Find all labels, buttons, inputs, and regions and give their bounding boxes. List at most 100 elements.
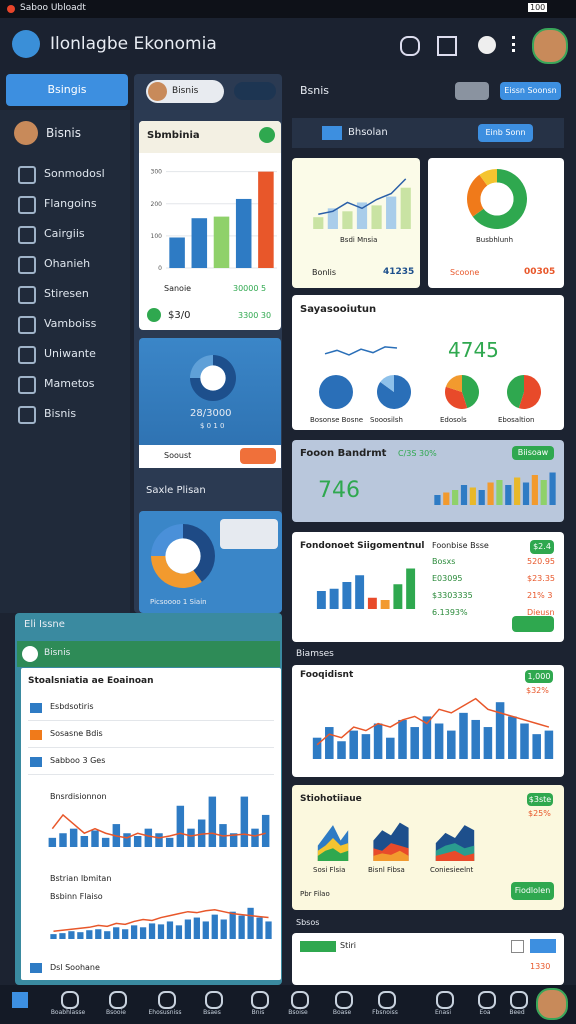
panel-button[interactable]: Einb Sonn bbox=[478, 124, 533, 142]
nav-icon[interactable] bbox=[436, 991, 454, 1009]
bar bbox=[220, 919, 227, 939]
combo-chart bbox=[312, 697, 554, 759]
menu-item[interactable]: Flangoins bbox=[44, 197, 97, 210]
area bbox=[373, 850, 409, 861]
card-button[interactable]: Biisoaw bbox=[512, 446, 554, 460]
bar bbox=[187, 828, 195, 847]
nav-icon[interactable] bbox=[478, 991, 496, 1009]
header-button[interactable]: Eissn Soonsn bbox=[500, 82, 561, 100]
menu-icon[interactable] bbox=[18, 316, 36, 334]
icon-menu[interactable] bbox=[512, 36, 519, 52]
list-icon bbox=[30, 703, 42, 713]
nav-avatar[interactable] bbox=[536, 988, 568, 1020]
menu-item[interactable]: Sonmodosl bbox=[44, 167, 105, 180]
menu-icon[interactable] bbox=[18, 376, 36, 394]
menu-item[interactable]: Vamboiss bbox=[44, 317, 97, 330]
caption: Bsdi Mnsia bbox=[340, 236, 378, 244]
bar bbox=[327, 208, 338, 229]
nav-label[interactable]: Boase bbox=[332, 1009, 352, 1016]
card-value: 00305 bbox=[524, 267, 556, 277]
bar bbox=[469, 487, 476, 505]
chip-toggle[interactable] bbox=[234, 82, 276, 100]
card-title: Stiri bbox=[340, 941, 356, 950]
stat-button[interactable] bbox=[240, 448, 276, 464]
battery: 100 bbox=[528, 3, 548, 12]
nav-label[interactable]: Eoa bbox=[479, 1009, 491, 1016]
sidebar-button[interactable]: Bsingis bbox=[6, 74, 128, 106]
nav-label[interactable]: Boabhlasse bbox=[50, 1009, 86, 1016]
bar bbox=[165, 837, 174, 847]
user-avatar bbox=[14, 121, 38, 145]
checkbox[interactable] bbox=[511, 940, 524, 953]
list-item[interactable]: Sabboo 3 Ges bbox=[50, 756, 106, 765]
menu-item[interactable]: Uniwante bbox=[44, 347, 96, 360]
list-item[interactable]: Sosasne Bdis bbox=[50, 729, 103, 738]
icon-refresh[interactable] bbox=[400, 36, 420, 56]
menu-icon[interactable] bbox=[18, 286, 36, 304]
menu-item[interactable]: Cairgiis bbox=[44, 227, 85, 240]
area bbox=[435, 850, 475, 861]
button[interactable] bbox=[530, 939, 556, 953]
menu-icon[interactable] bbox=[18, 346, 36, 364]
overlay-foot: Dsl Soohane bbox=[50, 963, 100, 972]
menu-item[interactable]: Ohanieh bbox=[44, 257, 91, 270]
nav-icon[interactable] bbox=[378, 991, 396, 1009]
nav-label[interactable]: Beed bbox=[509, 1009, 525, 1016]
line-chart bbox=[324, 346, 398, 356]
nav-icon[interactable] bbox=[61, 991, 79, 1009]
menu-icon[interactable] bbox=[18, 256, 36, 274]
nav-label[interactable]: Fbsnoiss bbox=[372, 1009, 398, 1016]
nav-icon[interactable] bbox=[12, 992, 28, 1008]
avatar[interactable] bbox=[532, 28, 568, 64]
bar bbox=[155, 833, 163, 847]
icon-home[interactable] bbox=[437, 36, 457, 56]
card-value: $32% bbox=[526, 686, 549, 695]
menu-item[interactable]: Stiresen bbox=[44, 287, 89, 300]
nav-label[interactable]: Bsaes bbox=[203, 1009, 221, 1016]
nav-icon[interactable] bbox=[510, 991, 528, 1009]
nav-icon[interactable] bbox=[109, 991, 127, 1009]
bar bbox=[197, 819, 206, 847]
nav-icon[interactable] bbox=[205, 991, 223, 1009]
combo-chart bbox=[50, 907, 272, 939]
card-button[interactable]: Fiodlolen bbox=[511, 882, 554, 900]
menu-icon[interactable] bbox=[18, 166, 36, 184]
bar bbox=[342, 211, 353, 229]
card bbox=[292, 933, 564, 985]
menu-icon[interactable] bbox=[18, 196, 36, 214]
nav-icon[interactable] bbox=[158, 991, 176, 1009]
icon-notify[interactable] bbox=[478, 36, 496, 54]
bar bbox=[313, 217, 324, 229]
pie-slice bbox=[319, 375, 353, 409]
menu-item[interactable]: Mametos bbox=[44, 377, 95, 390]
card-label: Scoone bbox=[450, 268, 480, 277]
bar bbox=[95, 929, 102, 939]
menu-icon[interactable] bbox=[18, 406, 36, 424]
menu-item[interactable]: Bisnis bbox=[44, 407, 77, 420]
card-value: 41235 bbox=[383, 267, 415, 277]
logo[interactable] bbox=[12, 30, 40, 58]
divider bbox=[28, 720, 274, 721]
area-label: Sosi Flsia bbox=[313, 866, 346, 874]
nav-label[interactable]: Ehosusniss bbox=[148, 1009, 182, 1016]
nav-label[interactable]: Enasi bbox=[434, 1009, 452, 1016]
bar bbox=[342, 582, 352, 609]
y-tick-label: 300 bbox=[151, 169, 163, 176]
nav-label[interactable]: Bnis bbox=[251, 1009, 265, 1016]
list-item[interactable]: Esbdsotiris bbox=[50, 702, 94, 711]
bar bbox=[505, 485, 512, 505]
nav-icon[interactable] bbox=[335, 991, 353, 1009]
bar bbox=[104, 931, 111, 939]
icon-button[interactable] bbox=[455, 82, 489, 100]
bar bbox=[202, 921, 209, 939]
pie-slice bbox=[151, 556, 202, 588]
nav-icon[interactable] bbox=[251, 991, 269, 1009]
nav-icon[interactable] bbox=[291, 991, 309, 1009]
bar bbox=[514, 477, 521, 505]
nav-label[interactable]: Bsoise bbox=[288, 1009, 308, 1016]
row-value: 3300 30 bbox=[238, 311, 272, 320]
bar bbox=[208, 796, 217, 847]
nav-label[interactable]: Bsooie bbox=[106, 1009, 126, 1016]
menu-icon[interactable] bbox=[18, 226, 36, 244]
card-button[interactable] bbox=[512, 616, 554, 632]
